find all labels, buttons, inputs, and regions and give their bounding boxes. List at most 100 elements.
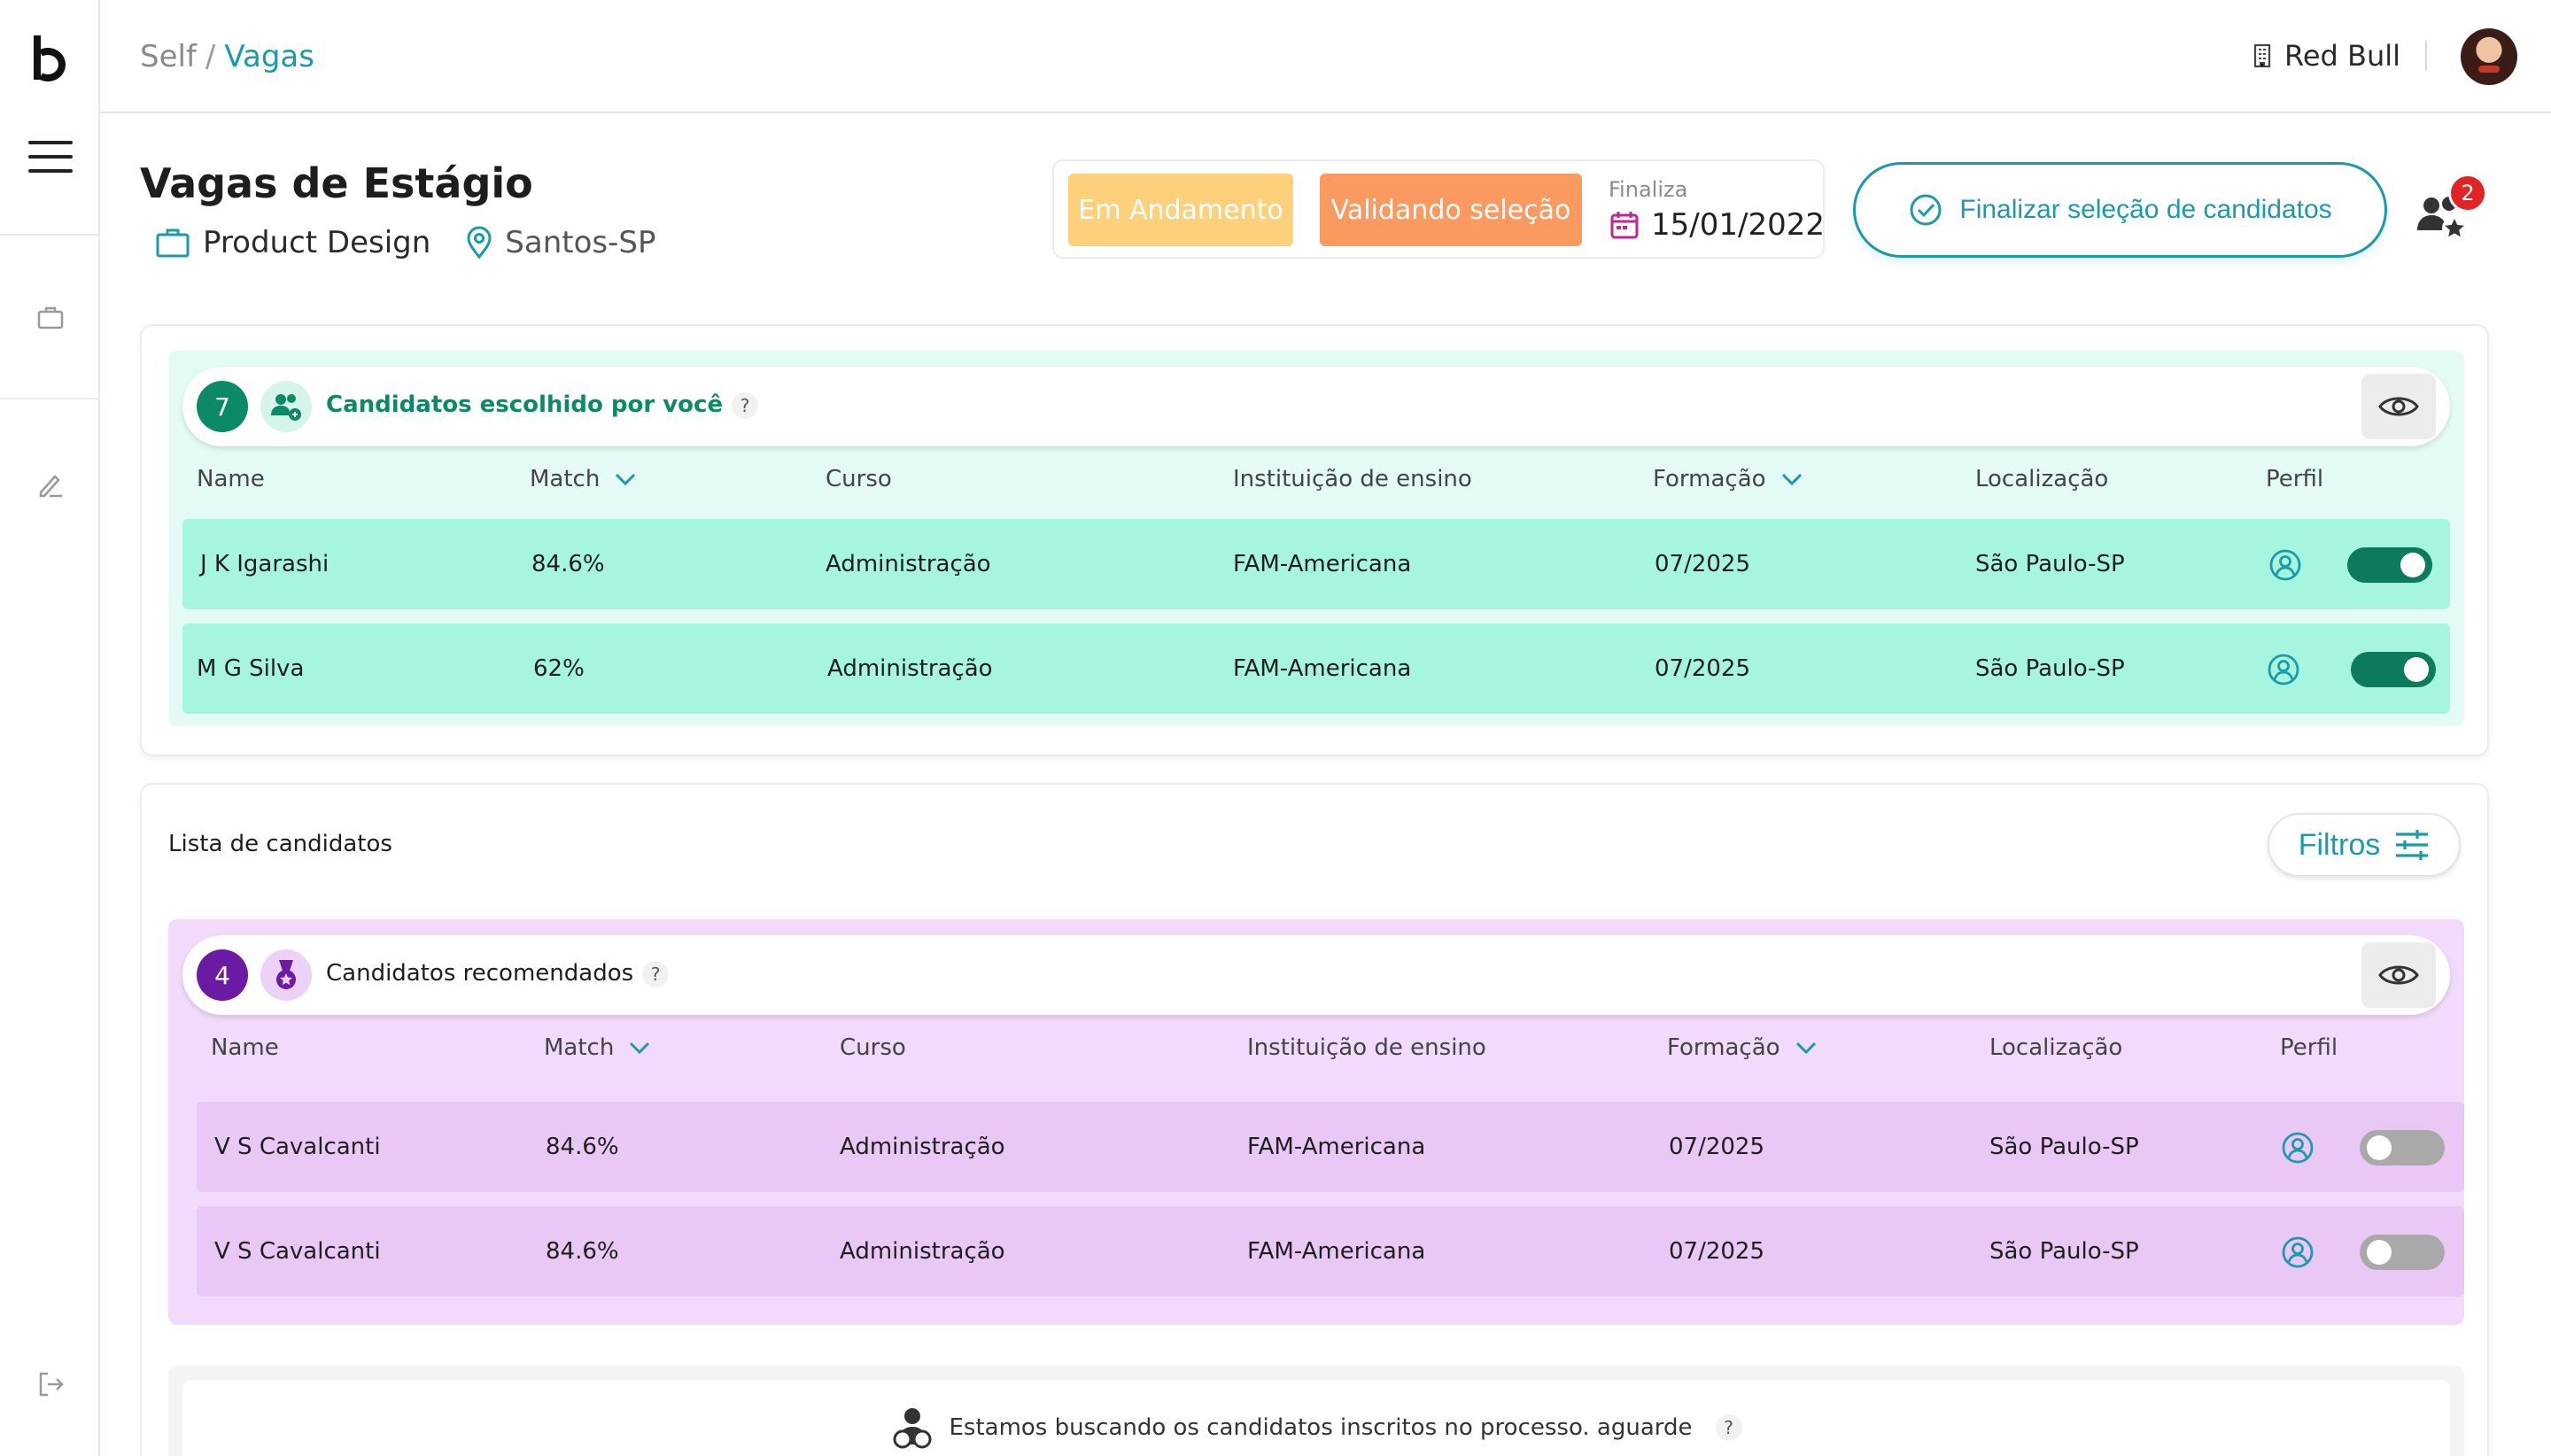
table-row[interactable]: J K Igarashi 84.6% Administração FAM-Ame… [182,519,2450,609]
cell-curso: Administração [826,551,991,577]
cell-match: 84.6% [546,1134,619,1160]
users-search-icon [893,1408,932,1449]
column-formacao[interactable]: Formação [1667,1034,1818,1061]
job-location: Santos-SP [464,225,655,260]
select-toggle[interactable] [2360,1235,2445,1270]
select-toggle[interactable] [2347,547,2432,583]
user-circle-icon[interactable] [2280,1235,2315,1270]
column-name[interactable]: Name [211,1034,279,1061]
logout-icon[interactable] [35,1369,66,1399]
column-match-label: Match [544,1034,615,1061]
column-match[interactable]: Match [544,1034,651,1061]
column-localizacao[interactable]: Localização [1975,466,2109,492]
select-toggle[interactable] [2351,652,2436,687]
eye-icon[interactable] [2361,374,2436,439]
user-circle-icon[interactable] [2266,652,2301,687]
column-name[interactable]: Name [197,466,265,492]
notification-badge: 2 [2448,174,2487,213]
chevron-down-icon [1781,473,1802,486]
user-circle-icon[interactable] [2268,547,2303,583]
column-match[interactable]: Match [530,466,637,492]
cell-formacao: 07/2025 [1669,1134,1765,1160]
column-perfil: Perfil [2280,1034,2338,1061]
column-curso[interactable]: Curso [826,466,892,492]
job-area-label: Product Design [203,225,431,260]
menu-icon[interactable] [28,141,73,173]
sidebar-divider [0,234,100,236]
finaliza-date: 15/01/2022 [1609,207,1825,243]
cell-localizacao: São Paulo-SP [1975,551,2125,577]
chosen-section-header: 7 Candidatos escolhido por você? [182,367,2450,446]
check-circle-icon [1910,194,1942,226]
building-icon [2253,43,2271,68]
cell-instituicao: FAM-Americana [1247,1238,1426,1265]
loading-panel: Estamos buscando os candidatos inscritos… [168,1366,2464,1456]
chosen-title-text: Candidatos escolhido por você [326,391,724,418]
medal-icon [260,949,312,1001]
finaliza-date-value: 15/01/2022 [1651,207,1825,243]
cell-formacao: 07/2025 [1655,655,1751,682]
column-formacao[interactable]: Formação [1653,466,1803,492]
candidate-list-card: Lista de candidatos Filtros 4 Candidatos… [140,783,2489,1456]
loading-message: Estamos buscando os candidatos inscritos… [949,1414,1693,1441]
column-formacao-label: Formação [1653,466,1766,492]
cell-localizacao: São Paulo-SP [1975,655,2125,682]
cell-curso: Administração [827,655,993,682]
column-instituicao[interactable]: Instituição de ensino [1233,466,1472,492]
chosen-candidates-card: 7 Candidatos escolhido por você? Name Ma… [140,324,2489,756]
logo-b[interactable] [32,34,71,83]
column-formacao-label: Formação [1667,1034,1780,1061]
cell-instituicao: FAM-Americana [1247,1134,1426,1160]
recommended-help-icon[interactable]: ? [642,960,670,987]
select-toggle[interactable] [2360,1130,2445,1166]
cell-name: V S Cavalcanti [214,1134,381,1160]
loading-message-box: Estamos buscando os candidatos inscritos… [182,1380,2450,1456]
cell-instituicao: FAM-Americana [1233,551,1412,577]
breadcrumb-current[interactable]: Vagas [224,39,314,74]
status-in-progress[interactable]: Em Andamento [1068,174,1293,246]
cell-match: 62% [533,655,585,682]
filters-button[interactable]: Filtros [2268,813,2461,877]
company-divider [2425,41,2427,71]
table-row[interactable]: V S Cavalcanti 84.6% Administração FAM-A… [197,1206,2464,1297]
job-meta: Product Design Santos-SP [155,225,655,260]
job-area: Product Design [155,225,430,260]
location-pin-icon [467,226,492,259]
status-box: Em Andamento Validando seleção Finaliza … [1052,159,1825,259]
breadcrumb-separator: / [205,39,216,74]
filters-label: Filtros [2298,827,2381,862]
cell-match: 84.6% [531,551,605,577]
column-perfil: Perfil [2266,466,2324,492]
group-star-icon[interactable] [2414,190,2470,246]
finalize-selection-label: Finalizar seleção de candidatos [1959,195,2332,224]
chosen-count: 7 [197,381,248,432]
avatar[interactable] [2461,28,2517,85]
list-title: Lista de candidatos [168,831,392,857]
chosen-help-icon[interactable]: ? [732,391,759,419]
column-instituicao[interactable]: Instituição de ensino [1247,1034,1486,1061]
cell-formacao: 07/2025 [1655,551,1751,577]
cell-instituicao: FAM-Americana [1233,655,1412,682]
eye-icon[interactable] [2361,942,2436,1008]
cell-name: M G Silva [197,655,305,682]
recommended-section-header: 4 Candidatos recomendados? [182,935,2450,1015]
recommended-count: 4 [197,949,248,1001]
edit-icon[interactable] [35,469,66,500]
breadcrumb: Self / Vagas [140,39,314,74]
column-curso[interactable]: Curso [840,1034,906,1061]
company-name: Red Bull [2284,39,2400,73]
briefcase-icon[interactable] [35,303,66,333]
breadcrumb-root[interactable]: Self [140,39,197,74]
table-row[interactable]: M G Silva 62% Administração FAM-American… [182,623,2450,714]
sidebar-divider [0,398,100,399]
job-location-label: Santos-SP [505,225,656,260]
loading-help-icon[interactable]: ? [1715,1414,1742,1441]
table-row[interactable]: V S Cavalcanti 84.6% Administração FAM-A… [197,1102,2464,1192]
cell-curso: Administração [840,1134,1005,1160]
status-validating[interactable]: Validando seleção [1320,174,1582,246]
column-localizacao[interactable]: Localização [1989,1034,2123,1061]
finalize-selection-button[interactable]: Finalizar seleção de candidatos [1853,162,2387,258]
chosen-candidates-panel: 7 Candidatos escolhido por você? Name Ma… [168,351,2464,726]
user-circle-icon[interactable] [2280,1130,2315,1166]
company-switcher[interactable]: Red Bull [2249,39,2427,73]
